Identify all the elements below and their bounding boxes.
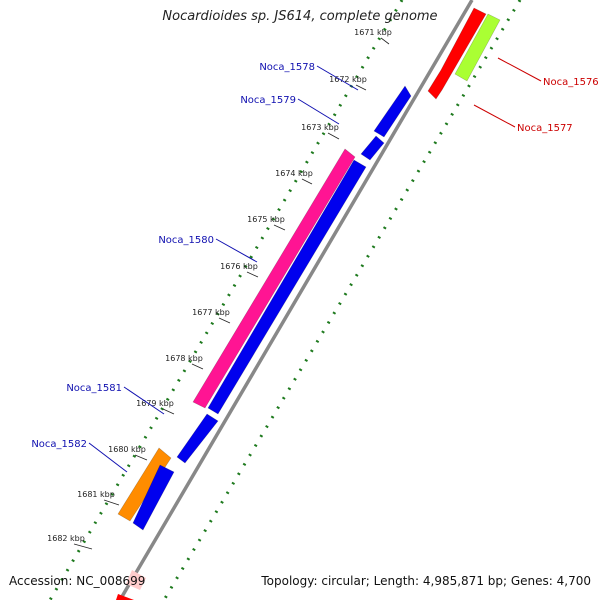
kbp-tick-label: 1677 kbp	[192, 308, 230, 317]
map-title: Nocardioides sp. JS614, complete genome	[162, 9, 438, 24]
kbp-tick-labels: 1671 kbp 1672 kbp 1673 kbp 1674 kbp 1675 kbp…	[47, 28, 392, 550]
gene-arrow-noca-1577	[454, 13, 501, 82]
kbp-tick-label: 1676 kbp	[220, 262, 258, 271]
gene-arrow-segment	[132, 464, 175, 531]
kbp-tick-label: 1680 kbp	[108, 445, 146, 454]
gene-arrow-noca-1579	[360, 135, 385, 161]
gene-arrow-noca-1578	[373, 85, 412, 138]
topology-text: Topology: circular; Length: 4,985,871 bp…	[261, 574, 591, 588]
gene-label-leader	[473, 104, 516, 128]
gene-label: Noca_1582	[31, 439, 87, 450]
kbp-tick-leader	[246, 271, 259, 278]
genome-backbone	[118, 0, 474, 600]
gene-arrow-noca-1581	[176, 413, 219, 464]
kbp-tick-leader	[73, 543, 93, 550]
gene-label: Noca_1576	[543, 77, 599, 88]
gene-label-leader	[297, 98, 340, 125]
gene-label-leader	[88, 442, 128, 473]
kbp-tick-leader	[355, 84, 367, 91]
kbp-tick-label: 1681 kbp	[77, 490, 115, 499]
right-tick-row	[162, 0, 522, 600]
kbp-tick-label: 1675 kbp	[247, 215, 285, 224]
gene-arrow-fragment	[116, 594, 134, 600]
gene-arrow-fragment	[126, 570, 146, 590]
accession-text: Accession: NC_008699	[9, 574, 146, 588]
kbp-tick-leader	[301, 178, 313, 185]
kbp-tick-leader	[162, 408, 175, 415]
gene-labels: Noca_1576 Noca_1577 Noca_1578 Noca_1579 Noca…	[31, 57, 599, 473]
gene-label-leader	[316, 65, 359, 91]
gene-arrow-noca-1582	[117, 447, 172, 522]
gene-arrow-noca-1580	[192, 148, 356, 409]
gene-label: Noca_1581	[66, 383, 122, 394]
kbp-tick-leader	[273, 224, 286, 231]
kbp-tick-leader	[191, 363, 204, 370]
kbp-tick-leader	[134, 454, 148, 461]
kbp-tick-label: 1679 kbp	[136, 399, 174, 408]
gene-arrow-segment	[207, 159, 367, 415]
kbp-tick-label: 1682 kbp	[47, 534, 85, 543]
kbp-tick-label: 1678 kbp	[165, 354, 203, 363]
gene-label: Noca_1577	[517, 123, 573, 134]
left-tick-row	[48, 0, 404, 600]
gene-label-leader	[497, 57, 542, 82]
gene-label-leader	[215, 238, 258, 263]
kbp-tick-leader	[103, 499, 120, 506]
gene-arrows	[116, 7, 501, 600]
gene-label: Noca_1578	[259, 62, 315, 73]
kbp-tick-label: 1674 kbp	[275, 169, 313, 178]
kbp-tick-label: 1673 kbp	[301, 123, 339, 132]
kbp-tick-label: 1672 kbp	[329, 75, 367, 84]
gene-label: Noca_1579	[240, 95, 296, 106]
kbp-tick-leader	[218, 317, 231, 324]
gene-label-leader	[123, 386, 165, 415]
kbp-tick-leader	[380, 37, 390, 45]
kbp-tick-leader	[327, 132, 340, 140]
gene-label: Noca_1580	[158, 235, 214, 246]
kbp-tick-label: 1671 kbp	[354, 28, 392, 37]
gene-arrow-noca-1576	[427, 7, 487, 100]
